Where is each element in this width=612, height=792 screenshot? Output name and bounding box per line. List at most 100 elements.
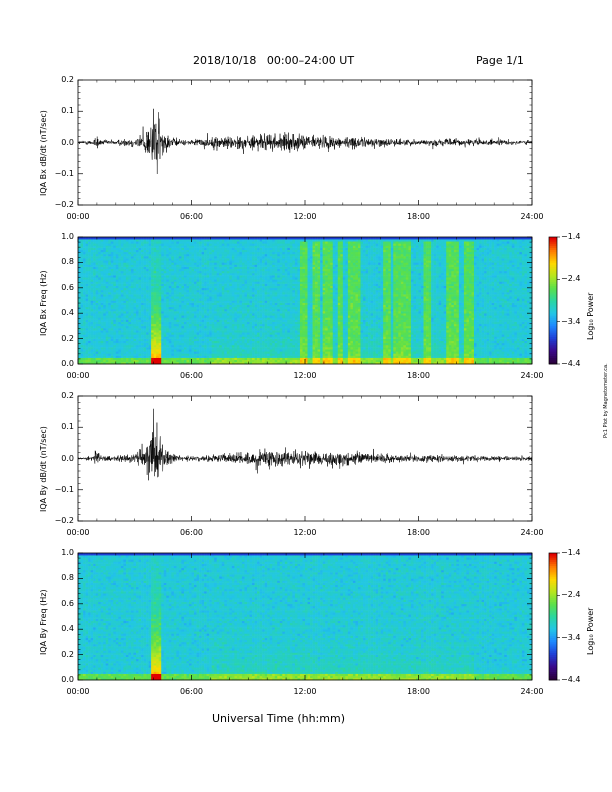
spectrogram-cell [115, 262, 119, 265]
spectrogram-cell [141, 321, 144, 325]
spectrogram-cell [209, 266, 212, 270]
spectrogram-cell [279, 262, 283, 265]
spectrogram-cell [88, 287, 91, 291]
spectrogram-cell [204, 287, 207, 291]
spectrogram-cell [209, 317, 212, 320]
spectrogram-cell [236, 319, 240, 322]
spectrogram-cell [90, 256, 94, 259]
spectrogram-cell [90, 241, 94, 244]
spectrogram-cell [168, 334, 172, 337]
spectrogram-cell [83, 256, 86, 259]
spectrogram-cell [108, 300, 112, 303]
spectrogram-cell [93, 302, 96, 306]
spectrogram-cell [254, 332, 258, 335]
spectrogram-cell [194, 247, 197, 250]
spectrogram-cell [196, 357, 200, 361]
spectrogram-cell [211, 321, 215, 325]
spectrogram-cell [143, 256, 147, 259]
spectrogram-cell [246, 285, 250, 289]
spectrogram-cell [128, 275, 132, 278]
spectrogram-cell [211, 243, 215, 246]
spectrogram-cell [110, 342, 114, 346]
spectrogram-cell [269, 281, 273, 284]
spectrogram-cell [183, 260, 187, 263]
spectrogram-cell [244, 260, 248, 263]
spectrogram-cell [88, 294, 91, 297]
spectrogram-cell [257, 300, 260, 303]
spectrogram-cell [95, 332, 99, 335]
spectrogram-cell [123, 304, 127, 308]
spectrogram-cell [257, 315, 260, 318]
spectrogram-cell [249, 256, 253, 259]
spectrogram-cell [241, 353, 245, 356]
spectrogram-cell [231, 287, 235, 291]
spectrogram-cell [85, 347, 89, 350]
spectrogram-cell [211, 361, 215, 365]
spectrogram-cell [234, 315, 238, 318]
spectrogram-cell [206, 241, 210, 244]
spectrogram-cell [153, 340, 157, 344]
spectrogram-cell [130, 298, 134, 301]
spectrogram-cell [125, 285, 129, 289]
spectrogram-cell [229, 275, 233, 278]
spectrogram-cell [166, 294, 170, 297]
spectrogram-cell [143, 260, 147, 263]
spectrogram-cell [95, 306, 99, 310]
spectrogram-cell [108, 266, 112, 270]
spectrogram-cell [226, 268, 230, 272]
spectrogram-cell [181, 355, 185, 358]
spectrogram-cell [163, 292, 167, 295]
spectrogram-cell [161, 334, 165, 337]
spectrogram-cell [194, 340, 197, 344]
spectrogram-cell [241, 245, 245, 248]
spectrogram-cell [214, 241, 218, 244]
spectrogram-cell [201, 258, 205, 261]
spectrogram-cell [78, 283, 81, 286]
spectrogram-cell [90, 302, 94, 306]
spectrogram-cell [226, 262, 230, 265]
spectrogram-cell [252, 357, 255, 361]
spectrogram-cell [130, 277, 134, 280]
spectrogram-cell [108, 245, 112, 248]
spectrogram-cell [254, 336, 258, 339]
spectrogram-cell [196, 325, 200, 329]
spectrogram-cell [83, 311, 86, 314]
spectrogram-cell [272, 313, 276, 316]
spectrogram-cell [257, 247, 260, 250]
spectrogram-cell [279, 277, 283, 280]
spectrogram-cell [148, 292, 152, 295]
spectrogram-cell [186, 296, 190, 299]
spectrogram-cell [274, 342, 278, 346]
spectrogram-cell [161, 281, 165, 284]
spectrogram-cell [113, 292, 117, 295]
spectrogram-cell [211, 359, 215, 363]
spectrogram-cell [229, 347, 233, 350]
spectrogram-cell [85, 349, 89, 352]
spectrogram-cell [158, 264, 162, 267]
spectrogram-cell [163, 304, 167, 308]
spectrogram-cell [262, 319, 265, 322]
spectrogram-cell [267, 258, 270, 261]
spectrogram-cell [274, 296, 278, 299]
spectrogram-cell [246, 338, 250, 342]
spectrogram-cell [141, 256, 144, 259]
spectrogram-cell [264, 332, 268, 335]
spectrogram-cell [98, 260, 101, 263]
spectrogram-cell [120, 292, 124, 295]
spectrogram-cell [196, 319, 200, 322]
spectrogram-cell [272, 292, 276, 295]
spectrogram-cell [80, 357, 84, 361]
spectrogram-cell [178, 361, 182, 365]
spectrogram-cell [226, 247, 230, 250]
spectrogram-cell [95, 272, 99, 276]
spectrogram-cell [95, 249, 99, 253]
spectrogram-cell [221, 289, 225, 293]
spectrogram-cell [163, 296, 167, 299]
spectrogram-cell [78, 342, 81, 346]
spectrogram-cell [93, 289, 96, 293]
spectrogram-cell [244, 281, 248, 284]
spectrogram-cell [211, 336, 215, 339]
spectrogram-cell [211, 315, 215, 318]
spectrogram-cell [262, 258, 265, 261]
spectrogram-cell [176, 292, 180, 295]
